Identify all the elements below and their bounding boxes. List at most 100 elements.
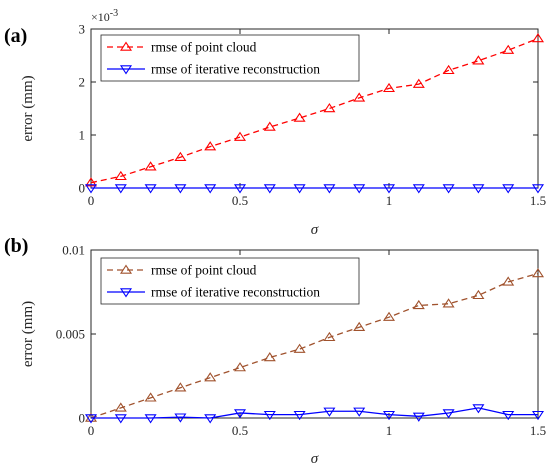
series-1-marker bbox=[263, 121, 276, 131]
series-1-marker bbox=[204, 372, 217, 382]
series-1-marker bbox=[412, 78, 425, 88]
y-tick-label: 0 bbox=[79, 411, 86, 426]
series-1-marker bbox=[114, 402, 127, 412]
series-1-marker bbox=[323, 102, 336, 113]
x-axis-title: σ bbox=[311, 222, 319, 238]
series-2-marker bbox=[531, 184, 545, 194]
series-1-marker bbox=[502, 276, 515, 286]
y-tick-label: 0 bbox=[79, 181, 86, 196]
series-2-marker bbox=[502, 184, 515, 194]
panel-label: (b) bbox=[4, 235, 28, 257]
series-1-marker bbox=[382, 311, 396, 321]
series-2-marker bbox=[353, 184, 366, 194]
series-2-marker bbox=[263, 184, 276, 194]
series-2-marker bbox=[204, 184, 217, 194]
series-line-1 bbox=[90, 272, 539, 419]
series-1-marker bbox=[84, 177, 98, 187]
x-tick-label: 1 bbox=[386, 193, 393, 208]
series-1-marker bbox=[174, 151, 187, 161]
series-1-marker bbox=[502, 44, 515, 54]
series-1-marker bbox=[84, 412, 98, 422]
series-2-marker bbox=[382, 410, 396, 421]
series-1-marker bbox=[293, 112, 306, 122]
series-1-marker bbox=[233, 362, 247, 372]
x-tick-label: 0.5 bbox=[232, 423, 248, 438]
series-2-marker bbox=[293, 410, 306, 421]
series-2-marker bbox=[263, 410, 276, 421]
legend-marker bbox=[119, 288, 133, 298]
series-1-marker bbox=[144, 161, 157, 171]
y-tick-label: 0.005 bbox=[56, 327, 85, 342]
y-tick-label: 2 bbox=[79, 75, 86, 90]
series-2-marker bbox=[442, 184, 455, 194]
series-2-marker bbox=[502, 410, 515, 421]
x-tick-label: 0.5 bbox=[232, 193, 248, 208]
series-2-marker bbox=[174, 413, 187, 423]
legend: rmse of point cloud rmse of iterative rec… bbox=[100, 257, 360, 305]
series-line-1 bbox=[90, 37, 539, 184]
x-tick-label: 1.5 bbox=[530, 423, 546, 438]
legend-entry: rmse of iterative reconstruction bbox=[151, 62, 320, 77]
series-2-marker bbox=[114, 414, 127, 424]
series-2-marker bbox=[412, 412, 425, 422]
series-2-marker bbox=[323, 407, 336, 417]
series-2-marker bbox=[204, 414, 217, 424]
legend-marker bbox=[119, 264, 133, 274]
y-tick-label: 3 bbox=[79, 22, 86, 37]
series-1-marker bbox=[472, 55, 485, 65]
series-1-marker bbox=[204, 141, 217, 151]
panel-label: (a) bbox=[4, 25, 27, 47]
chart-panel-b: 0 0.5 1 1.5 0 0.005 0.01 error (mm) σ (b) rmse of … bbox=[4, 235, 546, 467]
series-2-marker bbox=[114, 184, 127, 194]
series-1-marker bbox=[531, 33, 545, 43]
legend-box bbox=[100, 34, 360, 82]
x-tick-label: 1.5 bbox=[530, 193, 546, 208]
series-2-marker bbox=[531, 410, 545, 421]
series-1-marker bbox=[382, 82, 396, 93]
legend-box bbox=[100, 257, 360, 305]
series-2-marker bbox=[84, 184, 98, 194]
series-2-marker bbox=[233, 184, 247, 194]
x-tick-label: 0 bbox=[88, 423, 95, 438]
x-tick-label: 1 bbox=[386, 423, 393, 438]
series-1-marker bbox=[323, 331, 336, 342]
y-tick-label: 1 bbox=[79, 128, 86, 143]
series-1-marker bbox=[293, 343, 306, 353]
y-axis-title: error (mm) bbox=[20, 301, 36, 367]
series-2-marker bbox=[323, 184, 336, 194]
legend-entry: rmse of point cloud bbox=[151, 40, 257, 55]
series-2-marker bbox=[144, 414, 157, 424]
x-axis-title: σ bbox=[311, 451, 319, 467]
legend-entry: rmse of iterative reconstruction bbox=[151, 285, 320, 300]
series-1-marker bbox=[353, 92, 366, 102]
series-2-marker bbox=[144, 184, 157, 194]
series-1-marker bbox=[472, 289, 485, 300]
y-axis-title: error (mm) bbox=[20, 75, 36, 141]
series-2-marker bbox=[472, 184, 485, 194]
series-2-marker bbox=[84, 414, 98, 424]
series-2-marker bbox=[353, 407, 366, 417]
chart-panel-a: 0 0.5 1 1.5 0 1 2 3 ×10-3 error (mm) σ (a) rmse of p… bbox=[4, 8, 546, 238]
legend-marker bbox=[119, 41, 133, 51]
y-tick-label: 0.01 bbox=[62, 243, 85, 258]
series-2-marker bbox=[412, 184, 425, 194]
series-2-marker bbox=[382, 184, 396, 194]
series-2-marker bbox=[442, 409, 455, 419]
series-1-marker bbox=[442, 298, 455, 308]
series-1-marker bbox=[174, 382, 187, 392]
series-2-marker bbox=[472, 404, 485, 414]
series-1-marker bbox=[353, 321, 366, 331]
series-1-marker bbox=[144, 392, 157, 402]
legend-marker bbox=[119, 65, 133, 75]
series-2-marker bbox=[174, 184, 187, 194]
series-1-marker bbox=[233, 131, 247, 141]
series-2-marker bbox=[293, 184, 306, 194]
series-1-marker bbox=[263, 352, 276, 362]
legend-entry: rmse of point cloud bbox=[151, 263, 257, 278]
series-1-marker bbox=[412, 299, 425, 310]
legend: rmse of point cloud rmse of iterative rec… bbox=[100, 34, 360, 82]
series-2-marker bbox=[233, 409, 247, 419]
y-exponent-label: ×10-3 bbox=[91, 8, 118, 24]
series-1-marker bbox=[442, 64, 455, 75]
